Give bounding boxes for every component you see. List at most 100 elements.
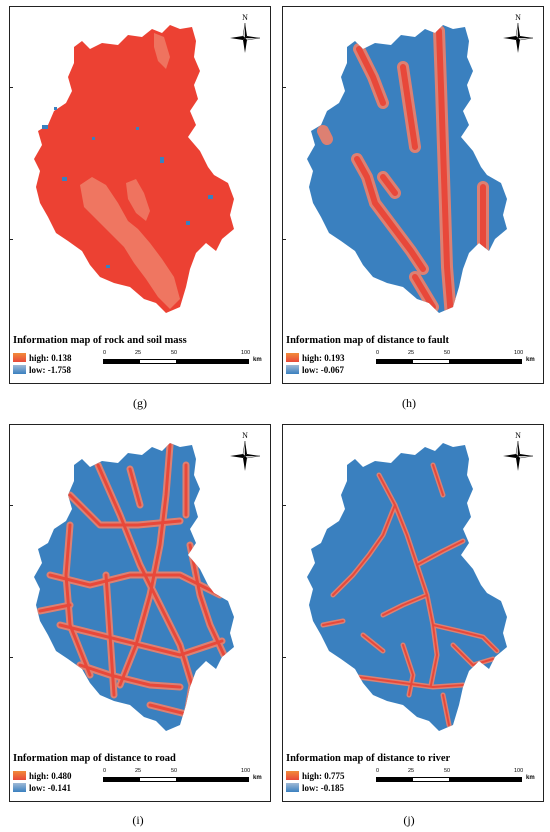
scale-label: 25 (408, 350, 415, 356)
north-label: N (242, 431, 248, 440)
map-panel-fault: N Information map of distance to fault h… (282, 6, 544, 384)
panel-caption-i: (i) (132, 813, 144, 827)
scale-label: 50 (444, 350, 451, 356)
legend-low: low: -0.067 (286, 364, 344, 375)
north-arrow: N (228, 431, 262, 475)
region-shape (34, 25, 234, 313)
low-swatch (286, 783, 299, 792)
scale-track (103, 777, 249, 782)
panel-caption-j: (j) (403, 813, 415, 827)
legend-high: high: 0.775 (286, 770, 345, 781)
scale-label: 100 (241, 350, 251, 356)
compass-rose-icon (230, 441, 260, 471)
scale-label: 0 (103, 350, 107, 356)
legend-high-label: high: 0.193 (302, 352, 345, 363)
legend-low-label: low: -0.185 (302, 782, 344, 793)
rock-band-light (126, 179, 150, 221)
scale-label: 0 (103, 768, 107, 774)
scale-segment (104, 778, 140, 781)
scale-bar: 0 25 50 100 km (103, 350, 268, 372)
north-label: N (515, 13, 521, 22)
high-swatch (13, 771, 26, 780)
scale-labels: 0 25 50 100 (103, 350, 268, 358)
scale-label: 100 (241, 768, 251, 774)
rock-band-light (154, 33, 170, 69)
scale-label: 100 (514, 768, 524, 774)
scale-labels: 0 25 50 100 (103, 768, 268, 776)
frame-tick (9, 87, 13, 88)
frame-tick (282, 657, 286, 658)
scale-labels: 0 25 50 100 (376, 768, 541, 776)
scale-segment (413, 778, 449, 781)
low-speckles (42, 107, 213, 268)
scale-unit: km (526, 357, 535, 363)
legend-high: high: 0.480 (13, 770, 72, 781)
frame-tick (9, 505, 13, 506)
scale-segment (176, 360, 248, 363)
panel-caption-h: (h) (402, 396, 416, 410)
region-shape (307, 443, 507, 731)
scale-label: 50 (444, 768, 451, 774)
low-swatch (286, 365, 299, 374)
legend-high: high: 0.138 (13, 352, 72, 363)
compass-rose-icon (503, 23, 533, 53)
map-panel-river: N Information map of distance to river h… (282, 424, 544, 802)
legend-high-label: high: 0.775 (302, 770, 345, 781)
frame-tick (282, 87, 286, 88)
frame-tick (282, 239, 286, 240)
legend: Information map of distance to fault hig… (286, 332, 542, 382)
legend-high: high: 0.193 (286, 352, 345, 363)
legend: Information map of rock and soil mass hi… (13, 332, 269, 382)
scale-unit: km (253, 357, 262, 363)
legend-high-label: high: 0.480 (29, 770, 72, 781)
legend-title: Information map of distance to fault (286, 335, 450, 346)
north-label: N (515, 431, 521, 440)
map-canvas (307, 443, 507, 731)
scale-unit: km (526, 775, 535, 781)
map-canvas (34, 25, 234, 313)
low-swatch (13, 365, 26, 374)
scale-label: 50 (171, 350, 178, 356)
legend-title: Information map of distance to road (13, 753, 176, 764)
scale-track (376, 359, 522, 364)
frame-tick (282, 505, 286, 506)
legend-title: Information map of rock and soil mass (13, 335, 187, 346)
scale-bar: 0 25 50 100 km (376, 350, 541, 372)
scale-bar: 0 25 50 100 km (103, 768, 268, 790)
legend-low-label: low: -0.067 (302, 364, 344, 375)
scale-label: 25 (135, 768, 142, 774)
north-arrow: N (501, 431, 535, 475)
scale-segment (140, 360, 176, 363)
scale-segment (104, 360, 140, 363)
north-arrow: N (228, 13, 262, 57)
map-panel-rock-soil: N Information map of rock and soil mass … (9, 6, 271, 384)
scale-segment (140, 778, 176, 781)
legend-low-label: low: -0.141 (29, 782, 71, 793)
legend-high-label: high: 0.138 (29, 352, 72, 363)
scale-track (103, 359, 249, 364)
scale-label: 25 (408, 768, 415, 774)
high-swatch (13, 353, 26, 362)
scale-segment (176, 778, 248, 781)
legend: Information map of distance to road high… (13, 750, 269, 800)
low-swatch (13, 783, 26, 792)
north-arrow: N (501, 13, 535, 57)
scale-label: 0 (376, 350, 380, 356)
scale-label: 100 (514, 350, 524, 356)
north-label: N (242, 13, 248, 22)
legend-low: low: -1.758 (13, 364, 71, 375)
legend-title: Information map of distance to river (286, 753, 451, 764)
region-shape (307, 25, 507, 313)
scale-unit: km (253, 775, 262, 781)
high-swatch (286, 771, 299, 780)
river-buffers (320, 462, 500, 728)
road-buffers (36, 443, 228, 725)
map-canvas (307, 25, 507, 313)
scale-label: 25 (135, 350, 142, 356)
legend-low: low: -0.141 (13, 782, 71, 793)
scale-segment (413, 360, 449, 363)
legend: Information map of distance to river hig… (286, 750, 542, 800)
frame-tick (9, 239, 13, 240)
fault-buffers (317, 25, 489, 313)
panel-caption-g: (g) (133, 396, 147, 410)
